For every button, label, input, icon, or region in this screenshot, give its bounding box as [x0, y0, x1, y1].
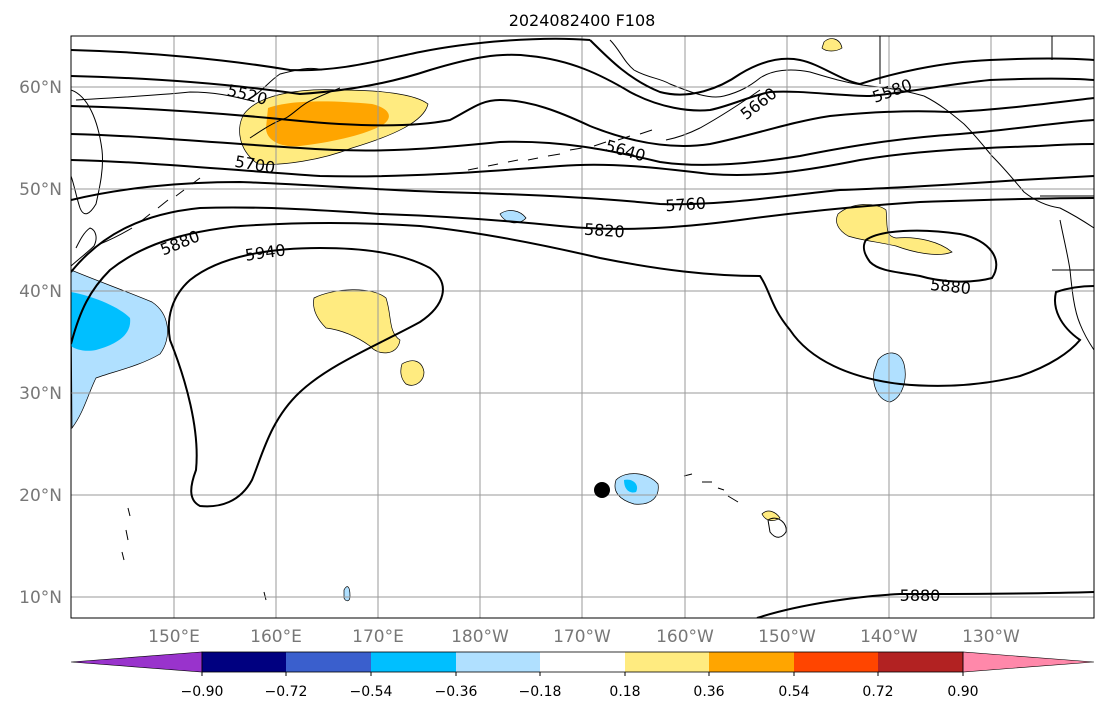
map-area: 5520 5580 5640 5660 5700 5760 5820 5880 …	[71, 36, 1094, 618]
contour-label: 5880	[929, 275, 971, 298]
lat-label: 10°N	[19, 588, 62, 608]
contour-line	[71, 197, 1094, 273]
coast-kuriles	[99, 177, 201, 245]
lat-label: 40°N	[19, 282, 62, 302]
contour-line	[756, 591, 1094, 618]
contour-line	[71, 53, 1094, 112]
lat-label: 60°N	[19, 78, 62, 98]
colorbar-tick-label: 0.36	[693, 684, 724, 700]
colorbar-tick-label: −0.36	[435, 684, 478, 700]
colorbar-tick-label: −0.54	[350, 684, 393, 700]
lon-label: 180°W	[451, 627, 509, 647]
coast-bc	[923, 95, 1094, 229]
yellow-anomaly-northeast	[836, 204, 953, 255]
contour-line	[71, 37, 591, 72]
contour-line	[589, 39, 1094, 96]
colorbar-tick-label: −0.72	[265, 684, 308, 700]
contour-line	[71, 97, 1094, 147]
coast-alaska	[609, 39, 925, 98]
contour-label: 5820	[583, 220, 625, 242]
yellow-anomaly-small	[400, 360, 425, 386]
lat-label: 50°N	[19, 180, 62, 200]
colorbar-tick-label: −0.18	[519, 684, 562, 700]
contour-line	[167, 246, 444, 508]
contour-line	[71, 143, 1094, 178]
coast-chukotka	[75, 67, 323, 101]
coast-small-islands	[121, 507, 267, 601]
lon-label: 170°E	[352, 627, 404, 647]
colorbar-cell	[456, 652, 540, 672]
lat-label: 30°N	[19, 384, 62, 404]
coast-us-west	[1059, 219, 1094, 351]
coast-hawaii	[683, 473, 787, 538]
contour-line	[71, 119, 1094, 166]
colorbar-cell	[202, 652, 286, 672]
colorbar-cell	[371, 652, 456, 672]
contour-label: 5760	[665, 194, 707, 216]
darkblue-anomaly-west-edge	[71, 292, 131, 351]
colorbar-outline	[201, 651, 964, 673]
colorbar-tick-label: −0.90	[181, 684, 224, 700]
colorbar-tick-label: 0.72	[862, 684, 893, 700]
lon-label: 150°W	[758, 627, 816, 647]
darkblue-anomaly-hawaii	[624, 479, 638, 493]
colorbar-cell	[286, 652, 371, 672]
coast-alaska-west	[249, 87, 341, 139]
latitude-labels: 60°N 50°N 40°N 30°N 20°N 10°N	[19, 78, 62, 608]
lon-label: 160°E	[250, 627, 302, 647]
colorbar-cell	[794, 652, 878, 672]
contour-line	[71, 175, 1094, 206]
lat-label: 20°N	[19, 486, 62, 506]
location-marker	[594, 482, 610, 498]
coastlines	[71, 36, 1094, 601]
colorbar-tick-label: 0.54	[778, 684, 809, 700]
colorbar: −0.90 −0.72 −0.54 −0.36 −0.18 0.18 0.36 …	[70, 651, 1095, 700]
yellow-anomaly-top-right	[821, 38, 843, 52]
colorbar-cell	[878, 652, 963, 672]
colorbar-extend-min	[70, 651, 203, 673]
colorbar-cell	[540, 652, 625, 672]
lon-label: 130°W	[962, 627, 1020, 647]
colorbar-cell	[709, 652, 794, 672]
lon-label: 140°W	[860, 627, 918, 647]
lon-label: 150°E	[148, 627, 200, 647]
colorbar-tick-label: 0.18	[609, 684, 640, 700]
colorbar-tick-label: 0.90	[947, 684, 978, 700]
contour-line	[862, 229, 998, 283]
blue-anomaly-marianas	[343, 586, 351, 602]
coast-alaska-peninsula	[665, 89, 761, 141]
contour-line	[71, 222, 1094, 387]
map-title: 2024082400 F108	[509, 11, 656, 30]
lon-label: 170°W	[553, 627, 611, 647]
map-frame	[70, 35, 1095, 619]
colorbar-extend-max	[962, 651, 1095, 673]
height-contours	[71, 37, 1094, 618]
contour-label: 5880	[900, 586, 941, 605]
lon-label: 160°W	[656, 627, 714, 647]
coast-japan	[71, 227, 97, 267]
colorbar-cell	[625, 652, 709, 672]
coast-border	[879, 36, 1094, 271]
longitude-labels: 150°E 160°E 170°E 180°W 170°W 160°W 150°…	[148, 627, 1020, 647]
